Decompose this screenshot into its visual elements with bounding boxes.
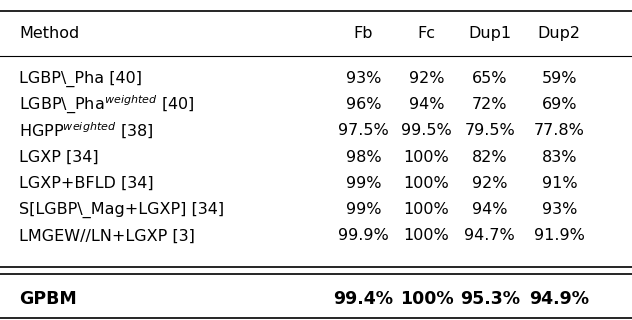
Text: LGXP [34]: LGXP [34] xyxy=(19,150,99,164)
Text: Dup2: Dup2 xyxy=(538,26,581,41)
Text: 94%: 94% xyxy=(409,97,444,112)
Text: 92%: 92% xyxy=(472,176,507,191)
Text: 91%: 91% xyxy=(542,176,577,191)
Text: 97.5%: 97.5% xyxy=(338,124,389,138)
Text: 100%: 100% xyxy=(404,176,449,191)
Text: GPBM: GPBM xyxy=(19,290,76,308)
Text: 100%: 100% xyxy=(404,150,449,164)
Text: LGXP+BFLD [34]: LGXP+BFLD [34] xyxy=(19,176,154,191)
Text: 94%: 94% xyxy=(472,202,507,217)
Text: 65%: 65% xyxy=(472,71,507,86)
Text: HGPP$^{weighted}$ [38]: HGPP$^{weighted}$ [38] xyxy=(19,121,154,141)
Text: 92%: 92% xyxy=(409,71,444,86)
Text: 69%: 69% xyxy=(542,97,577,112)
Text: 99.5%: 99.5% xyxy=(401,124,452,138)
Text: S[LGBP\_Mag+LGXP] [34]: S[LGBP\_Mag+LGXP] [34] xyxy=(19,202,224,218)
Text: Fc: Fc xyxy=(418,26,435,41)
Text: 96%: 96% xyxy=(346,97,381,112)
Text: Dup1: Dup1 xyxy=(468,26,511,41)
Text: 93%: 93% xyxy=(542,202,577,217)
Text: 77.8%: 77.8% xyxy=(534,124,585,138)
Text: 83%: 83% xyxy=(542,150,577,164)
Text: 99%: 99% xyxy=(346,176,381,191)
Text: 99%: 99% xyxy=(346,202,381,217)
Text: 99.4%: 99.4% xyxy=(334,290,393,308)
Text: 91.9%: 91.9% xyxy=(534,228,585,243)
Text: 94.7%: 94.7% xyxy=(465,228,515,243)
Text: Method: Method xyxy=(19,26,79,41)
Text: Fb: Fb xyxy=(354,26,373,41)
Text: 95.3%: 95.3% xyxy=(460,290,520,308)
Text: LMGEW//LN+LGXP [3]: LMGEW//LN+LGXP [3] xyxy=(19,228,195,243)
Text: 100%: 100% xyxy=(404,228,449,243)
Text: 82%: 82% xyxy=(472,150,507,164)
Text: 100%: 100% xyxy=(404,202,449,217)
Text: LGBP\_Pha [40]: LGBP\_Pha [40] xyxy=(19,70,142,86)
Text: 100%: 100% xyxy=(400,290,453,308)
Text: 72%: 72% xyxy=(472,97,507,112)
Text: 59%: 59% xyxy=(542,71,577,86)
Text: 94.9%: 94.9% xyxy=(530,290,589,308)
Text: 79.5%: 79.5% xyxy=(465,124,515,138)
Text: 98%: 98% xyxy=(346,150,381,164)
Text: 93%: 93% xyxy=(346,71,381,86)
Text: LGBP\_Pha$^{weighted}$ [40]: LGBP\_Pha$^{weighted}$ [40] xyxy=(19,93,195,116)
Text: 99.9%: 99.9% xyxy=(338,228,389,243)
